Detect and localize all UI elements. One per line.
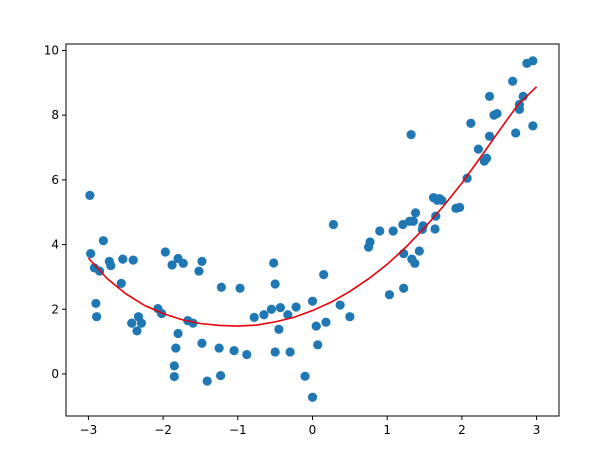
scatter-point-72 bbox=[410, 208, 421, 218]
x-tick-label-0: −3 bbox=[80, 423, 98, 437]
scatter-point-54 bbox=[319, 270, 329, 280]
scatter-point-68 bbox=[406, 129, 416, 140]
x-tick-label-4: 1 bbox=[383, 423, 391, 437]
scatter-point-55 bbox=[321, 317, 331, 327]
scatter-point-41 bbox=[269, 258, 279, 268]
scatter-point-75 bbox=[418, 221, 428, 231]
scatter-point-97 bbox=[518, 91, 528, 101]
scatter-point-15 bbox=[136, 318, 147, 328]
scatter-point-53 bbox=[313, 340, 323, 350]
scatter-point-99 bbox=[528, 56, 538, 66]
scatter-point-52 bbox=[311, 321, 321, 331]
x-tick-label-5: 2 bbox=[458, 423, 466, 437]
scatter-point-45 bbox=[275, 303, 285, 313]
scatter-point-50 bbox=[307, 296, 318, 306]
y-tick-label-4: 8 bbox=[51, 108, 59, 122]
scatter-point-89 bbox=[484, 91, 495, 101]
scatter-point-92 bbox=[492, 108, 502, 119]
scatter-point-51 bbox=[307, 392, 318, 402]
scatter-point-71 bbox=[410, 258, 420, 268]
scatter-point-93 bbox=[508, 76, 518, 86]
scatter-point-42 bbox=[270, 279, 280, 289]
y-tick-label-3: 6 bbox=[51, 173, 59, 187]
scatter-point-23 bbox=[173, 328, 183, 339]
scatter-point-29 bbox=[197, 256, 207, 266]
scatter-point-37 bbox=[242, 349, 252, 360]
scatter-point-28 bbox=[194, 266, 204, 276]
y-tick-label-5: 10 bbox=[44, 43, 59, 57]
plot-frame bbox=[65, 43, 560, 417]
scatter-point-30 bbox=[197, 338, 207, 348]
y-axis: 0 2 4 6 8 10 bbox=[44, 43, 66, 381]
scatter-point-60 bbox=[365, 237, 375, 247]
scatter-point-38 bbox=[249, 312, 259, 322]
scatter-point-86 bbox=[473, 144, 483, 154]
scatter-point-18 bbox=[160, 247, 170, 257]
scatter-point-44 bbox=[274, 324, 284, 334]
scatter-point-11 bbox=[128, 255, 138, 265]
scatter-point-40 bbox=[266, 304, 277, 314]
scatter-point-0 bbox=[85, 190, 95, 200]
scatter-point-25 bbox=[178, 258, 188, 268]
plot-layer bbox=[85, 56, 538, 402]
scatter-point-47 bbox=[285, 347, 295, 357]
fit-curve bbox=[87, 86, 538, 327]
scatter-point-94 bbox=[511, 128, 521, 138]
x-tick-label-2: −1 bbox=[229, 423, 247, 437]
scatter-point-49 bbox=[300, 371, 310, 381]
scatter-point-6 bbox=[98, 236, 108, 246]
scatter-point-84 bbox=[462, 173, 472, 183]
scatter-point-43 bbox=[270, 347, 280, 357]
scatter-point-61 bbox=[375, 226, 385, 236]
scatter-point-36 bbox=[235, 283, 245, 293]
scatter-point-31 bbox=[202, 376, 212, 386]
scatter-point-9 bbox=[116, 278, 126, 288]
scatter-point-33 bbox=[216, 370, 226, 381]
scatter-point-19 bbox=[167, 260, 177, 270]
x-axis: −3 −2 −1 0 1 2 3 bbox=[80, 416, 541, 437]
scatter-point-70 bbox=[408, 216, 418, 226]
scatter-point-81 bbox=[437, 195, 447, 205]
scatter-point-48 bbox=[291, 302, 301, 312]
x-tick-label-1: −2 bbox=[154, 423, 172, 437]
scatter-point-20 bbox=[169, 361, 179, 371]
scatter-point-46 bbox=[283, 310, 293, 320]
y-tick-label-1: 2 bbox=[51, 302, 59, 316]
scatter-point-85 bbox=[466, 118, 476, 128]
scatter-point-13 bbox=[132, 326, 142, 336]
y-tick-label-0: 0 bbox=[51, 367, 59, 381]
scatter-point-83 bbox=[455, 202, 465, 212]
scatter-point-66 bbox=[399, 249, 409, 259]
scatter-point-77 bbox=[430, 224, 440, 234]
scatter-point-35 bbox=[229, 346, 239, 356]
scatter-point-10 bbox=[118, 254, 128, 264]
scatter-point-34 bbox=[216, 282, 226, 292]
scatter-point-90 bbox=[484, 131, 495, 141]
scatter-point-22 bbox=[171, 343, 181, 353]
scatter-point-3 bbox=[91, 298, 101, 309]
scatter-point-39 bbox=[259, 310, 269, 320]
x-tick-label-3: 0 bbox=[309, 423, 317, 437]
scatter-point-21 bbox=[169, 371, 179, 382]
scatter-point-8 bbox=[106, 260, 116, 271]
scatter-point-12 bbox=[127, 318, 137, 328]
scatter-point-1 bbox=[86, 249, 96, 259]
scatter-point-57 bbox=[335, 300, 345, 310]
scatter-point-65 bbox=[399, 283, 409, 293]
scatter-point-100 bbox=[528, 121, 538, 131]
scatter-point-63 bbox=[388, 226, 398, 236]
scatter-point-56 bbox=[328, 219, 339, 230]
scatter-point-62 bbox=[384, 290, 395, 300]
scatter-point-73 bbox=[414, 246, 424, 256]
scatter-point-32 bbox=[214, 343, 224, 353]
scatter-point-88 bbox=[481, 153, 492, 163]
scatter-point-4 bbox=[92, 312, 102, 322]
y-tick-label-2: 4 bbox=[51, 238, 59, 252]
scatter-point-58 bbox=[345, 312, 355, 322]
x-tick-label-6: 3 bbox=[533, 423, 541, 437]
